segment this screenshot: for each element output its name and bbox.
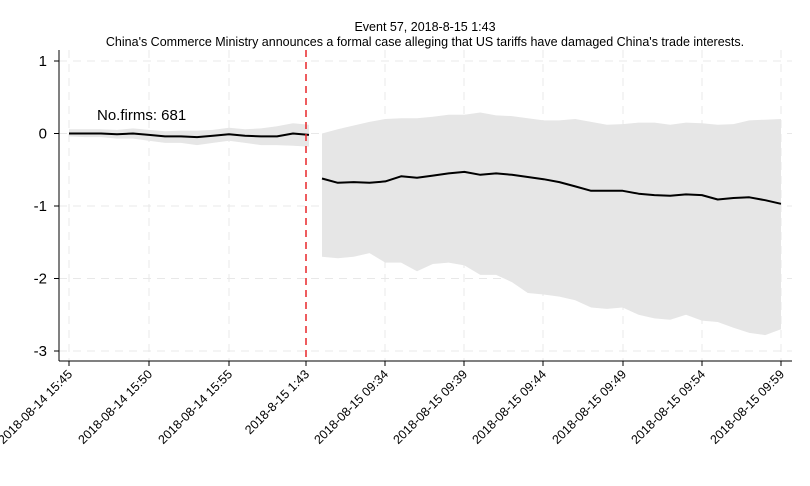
chart-subtitle: China's Commerce Ministry announces a fo… bbox=[106, 35, 744, 49]
confidence-band-post-event bbox=[322, 112, 781, 336]
y-tick-label: 0 bbox=[39, 126, 47, 143]
y-tick-label: -1 bbox=[34, 198, 47, 215]
mean-line-pre-event bbox=[69, 132, 310, 139]
chart-title: Event 57, 2018-8-15 1:43 bbox=[354, 20, 495, 34]
x-tick-label: 2018-08-14 15:55 bbox=[155, 367, 235, 447]
x-tick-label: 2018-08-15 09:54 bbox=[628, 367, 708, 447]
confidence-band-pre-event bbox=[69, 123, 309, 147]
x-tick-label: 2018-08-15 09:49 bbox=[549, 367, 629, 447]
x-tick-label: 2018-08-15 09:59 bbox=[707, 367, 787, 447]
x-tick-label: 2018-8-15 1:43 bbox=[242, 367, 312, 437]
y-tick-label: -2 bbox=[34, 271, 47, 288]
x-tick-label: 2018-08-14 15:50 bbox=[75, 367, 155, 447]
x-tick-label: 2018-08-14 15:45 bbox=[0, 367, 75, 447]
mean-line-post-event bbox=[321, 170, 782, 205]
y-tick-label: -3 bbox=[34, 343, 47, 360]
x-tick-label: 2018-08-15 09:34 bbox=[311, 367, 391, 447]
firm-count-annotation: No.firms: 681 bbox=[97, 107, 186, 124]
x-tick-label: 2018-08-15 09:44 bbox=[469, 367, 549, 447]
y-tick-label: 1 bbox=[39, 53, 47, 70]
x-tick-label: 2018-08-15 09:39 bbox=[390, 367, 470, 447]
